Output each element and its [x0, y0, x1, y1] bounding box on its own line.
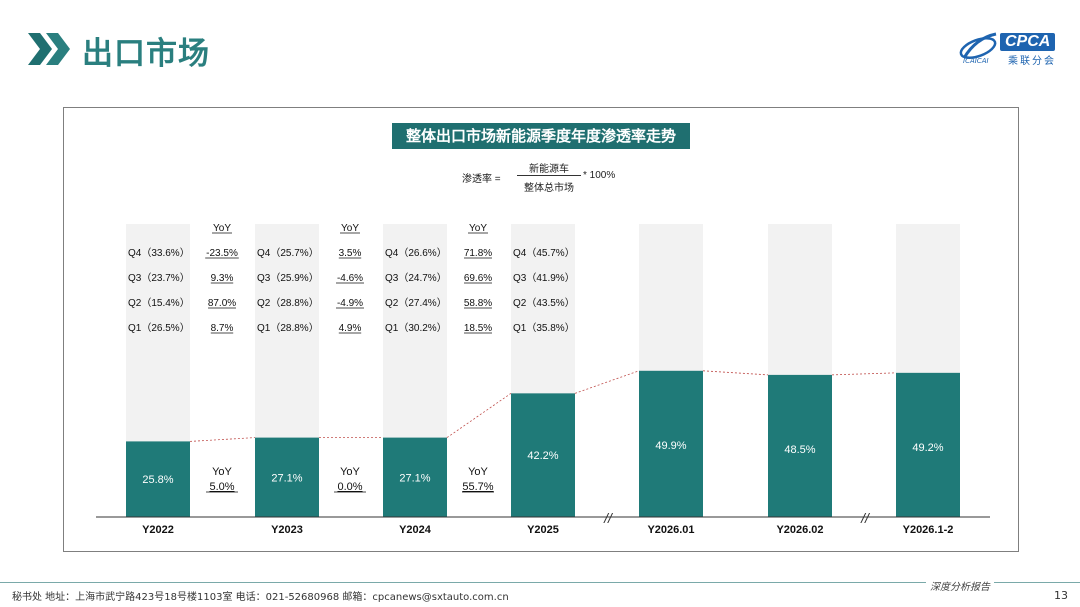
bar-value-label: 27.1% — [271, 472, 302, 484]
x-tick-label: Y2026.02 — [776, 524, 823, 536]
yoy-between-label: YoY — [212, 466, 232, 478]
x-tick-label: Y2026.01 — [647, 524, 694, 536]
quarter-yoy-value: 3.5% — [339, 248, 362, 259]
bar-value-label: 27.1% — [399, 472, 430, 484]
quarter-yoy-value: 4.9% — [339, 323, 362, 334]
logo-wordmark: CPCA — [1000, 33, 1056, 51]
footer-divider — [0, 582, 1080, 583]
bar-value-label: 49.9% — [655, 440, 686, 452]
yoy-between-value: 5.0% — [209, 481, 234, 493]
quarter-share-label: Q2（43.5%） — [513, 297, 575, 309]
trend-connector — [574, 370, 640, 394]
trend-connector — [446, 393, 512, 438]
quarter-yoy-value: 18.5% — [464, 323, 492, 334]
yoy-between-label: YoY — [340, 466, 360, 478]
page-number: 13 — [1054, 589, 1068, 602]
quarter-share-label: Q4（26.6%） — [385, 247, 447, 259]
quarter-yoy-value: 69.6% — [464, 273, 492, 284]
bar-value-label: 42.2% — [527, 450, 558, 462]
footer-report-label: 深度分析报告 — [926, 578, 994, 593]
quarter-share-label: Q3（23.7%） — [128, 272, 190, 284]
yoy-between-value: 55.7% — [462, 481, 493, 493]
quarter-share-label: Q2（15.4%） — [128, 297, 190, 309]
page-title: 出口市场 — [82, 36, 210, 72]
quarter-share-label: Q2（27.4%） — [385, 297, 447, 309]
trend-connector — [189, 437, 256, 442]
bar — [126, 441, 190, 517]
quarter-share-label: Q4（45.7%） — [513, 247, 575, 259]
logo-subtitle: 乘联分会 — [1008, 56, 1056, 67]
bar-value-label: 49.2% — [912, 442, 943, 454]
bar — [639, 370, 703, 517]
bar — [896, 372, 960, 517]
x-tick-label: Y2026.1-2 — [903, 524, 954, 536]
quarter-yoy-value: 8.7% — [211, 323, 234, 334]
formula-lhs: 渗透率 = — [462, 174, 501, 185]
bar — [768, 374, 832, 517]
formula-fraction-line — [517, 175, 581, 176]
logo-small-text: ICAICAI — [963, 57, 989, 65]
quarter-share-label: Q3（25.9%） — [257, 272, 319, 284]
bar-value-label: 48.5% — [784, 444, 815, 456]
quarter-share-label: Q3（24.7%） — [385, 272, 447, 284]
formula-numerator: 新能源车 — [529, 164, 569, 175]
quarter-yoy-value: 87.0% — [208, 298, 236, 309]
yoy-column-header: YoY — [213, 223, 231, 234]
x-tick-label: Y2022 — [142, 524, 174, 536]
quarter-share-label: Q4（25.7%） — [257, 247, 319, 259]
chevron-double-right-icon — [28, 33, 70, 65]
quarter-share-label: Q4（33.6%） — [128, 247, 190, 259]
trend-connector — [702, 370, 769, 376]
quarter-share-label: Q1（35.8%） — [513, 322, 575, 334]
cpca-logo-icon — [959, 32, 997, 59]
quarter-share-label: Q1（30.2%） — [385, 322, 447, 334]
quarter-share-label: Q1（28.8%） — [257, 322, 319, 334]
x-tick-label: Y2025 — [527, 524, 559, 536]
x-tick-label: Y2024 — [399, 524, 432, 536]
quarter-share-label: Q2（28.8%） — [257, 297, 319, 309]
formula-rhs: * 100% — [583, 170, 616, 181]
axis-break-mark: // — [603, 510, 614, 526]
yoy-column-header: YoY — [469, 223, 487, 234]
quarter-yoy-value: 58.8% — [464, 298, 492, 309]
yoy-between-value: 0.0% — [337, 481, 362, 493]
trend-connector — [831, 372, 897, 376]
formula-denominator: 整体总市场 — [524, 183, 574, 194]
quarter-share-label: Q1（26.5%） — [128, 322, 190, 334]
axis-break-mark: // — [860, 510, 871, 526]
quarter-yoy-value: 71.8% — [464, 248, 492, 259]
quarter-yoy-value: -4.9% — [337, 298, 363, 309]
quarter-yoy-value: 9.3% — [211, 273, 234, 284]
chart-title: 整体出口市场新能源季度年度渗透率走势 — [392, 123, 690, 149]
bar — [383, 437, 447, 517]
quarter-share-label: Q3（41.9%） — [513, 272, 575, 284]
bar-value-label: 25.8% — [142, 474, 173, 486]
bar — [511, 393, 575, 517]
yoy-between-label: YoY — [468, 466, 488, 478]
quarter-yoy-value: -23.5% — [206, 248, 238, 259]
footer-contact: 秘书处 地址：上海市武宁路423号18号楼1103室 电话：021-526809… — [12, 592, 509, 603]
yoy-column-header: YoY — [341, 223, 359, 234]
x-tick-label: Y2023 — [271, 524, 303, 536]
penetration-formula: 渗透率 = 新能源车 整体总市场 * 100% — [455, 158, 655, 198]
bar — [255, 437, 319, 517]
quarter-yoy-value: -4.6% — [337, 273, 363, 284]
